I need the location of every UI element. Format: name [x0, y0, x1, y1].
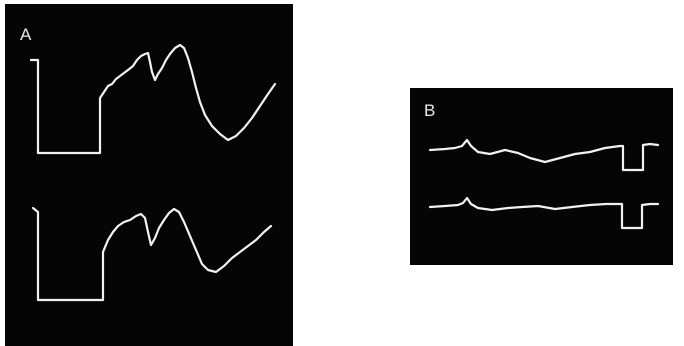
panel-label: A	[20, 25, 32, 44]
panel-b-background	[410, 88, 673, 265]
panel-a: A	[5, 4, 293, 346]
panel-b: B	[410, 88, 673, 265]
panel-label: B	[424, 101, 435, 120]
figure: A B	[0, 0, 684, 346]
